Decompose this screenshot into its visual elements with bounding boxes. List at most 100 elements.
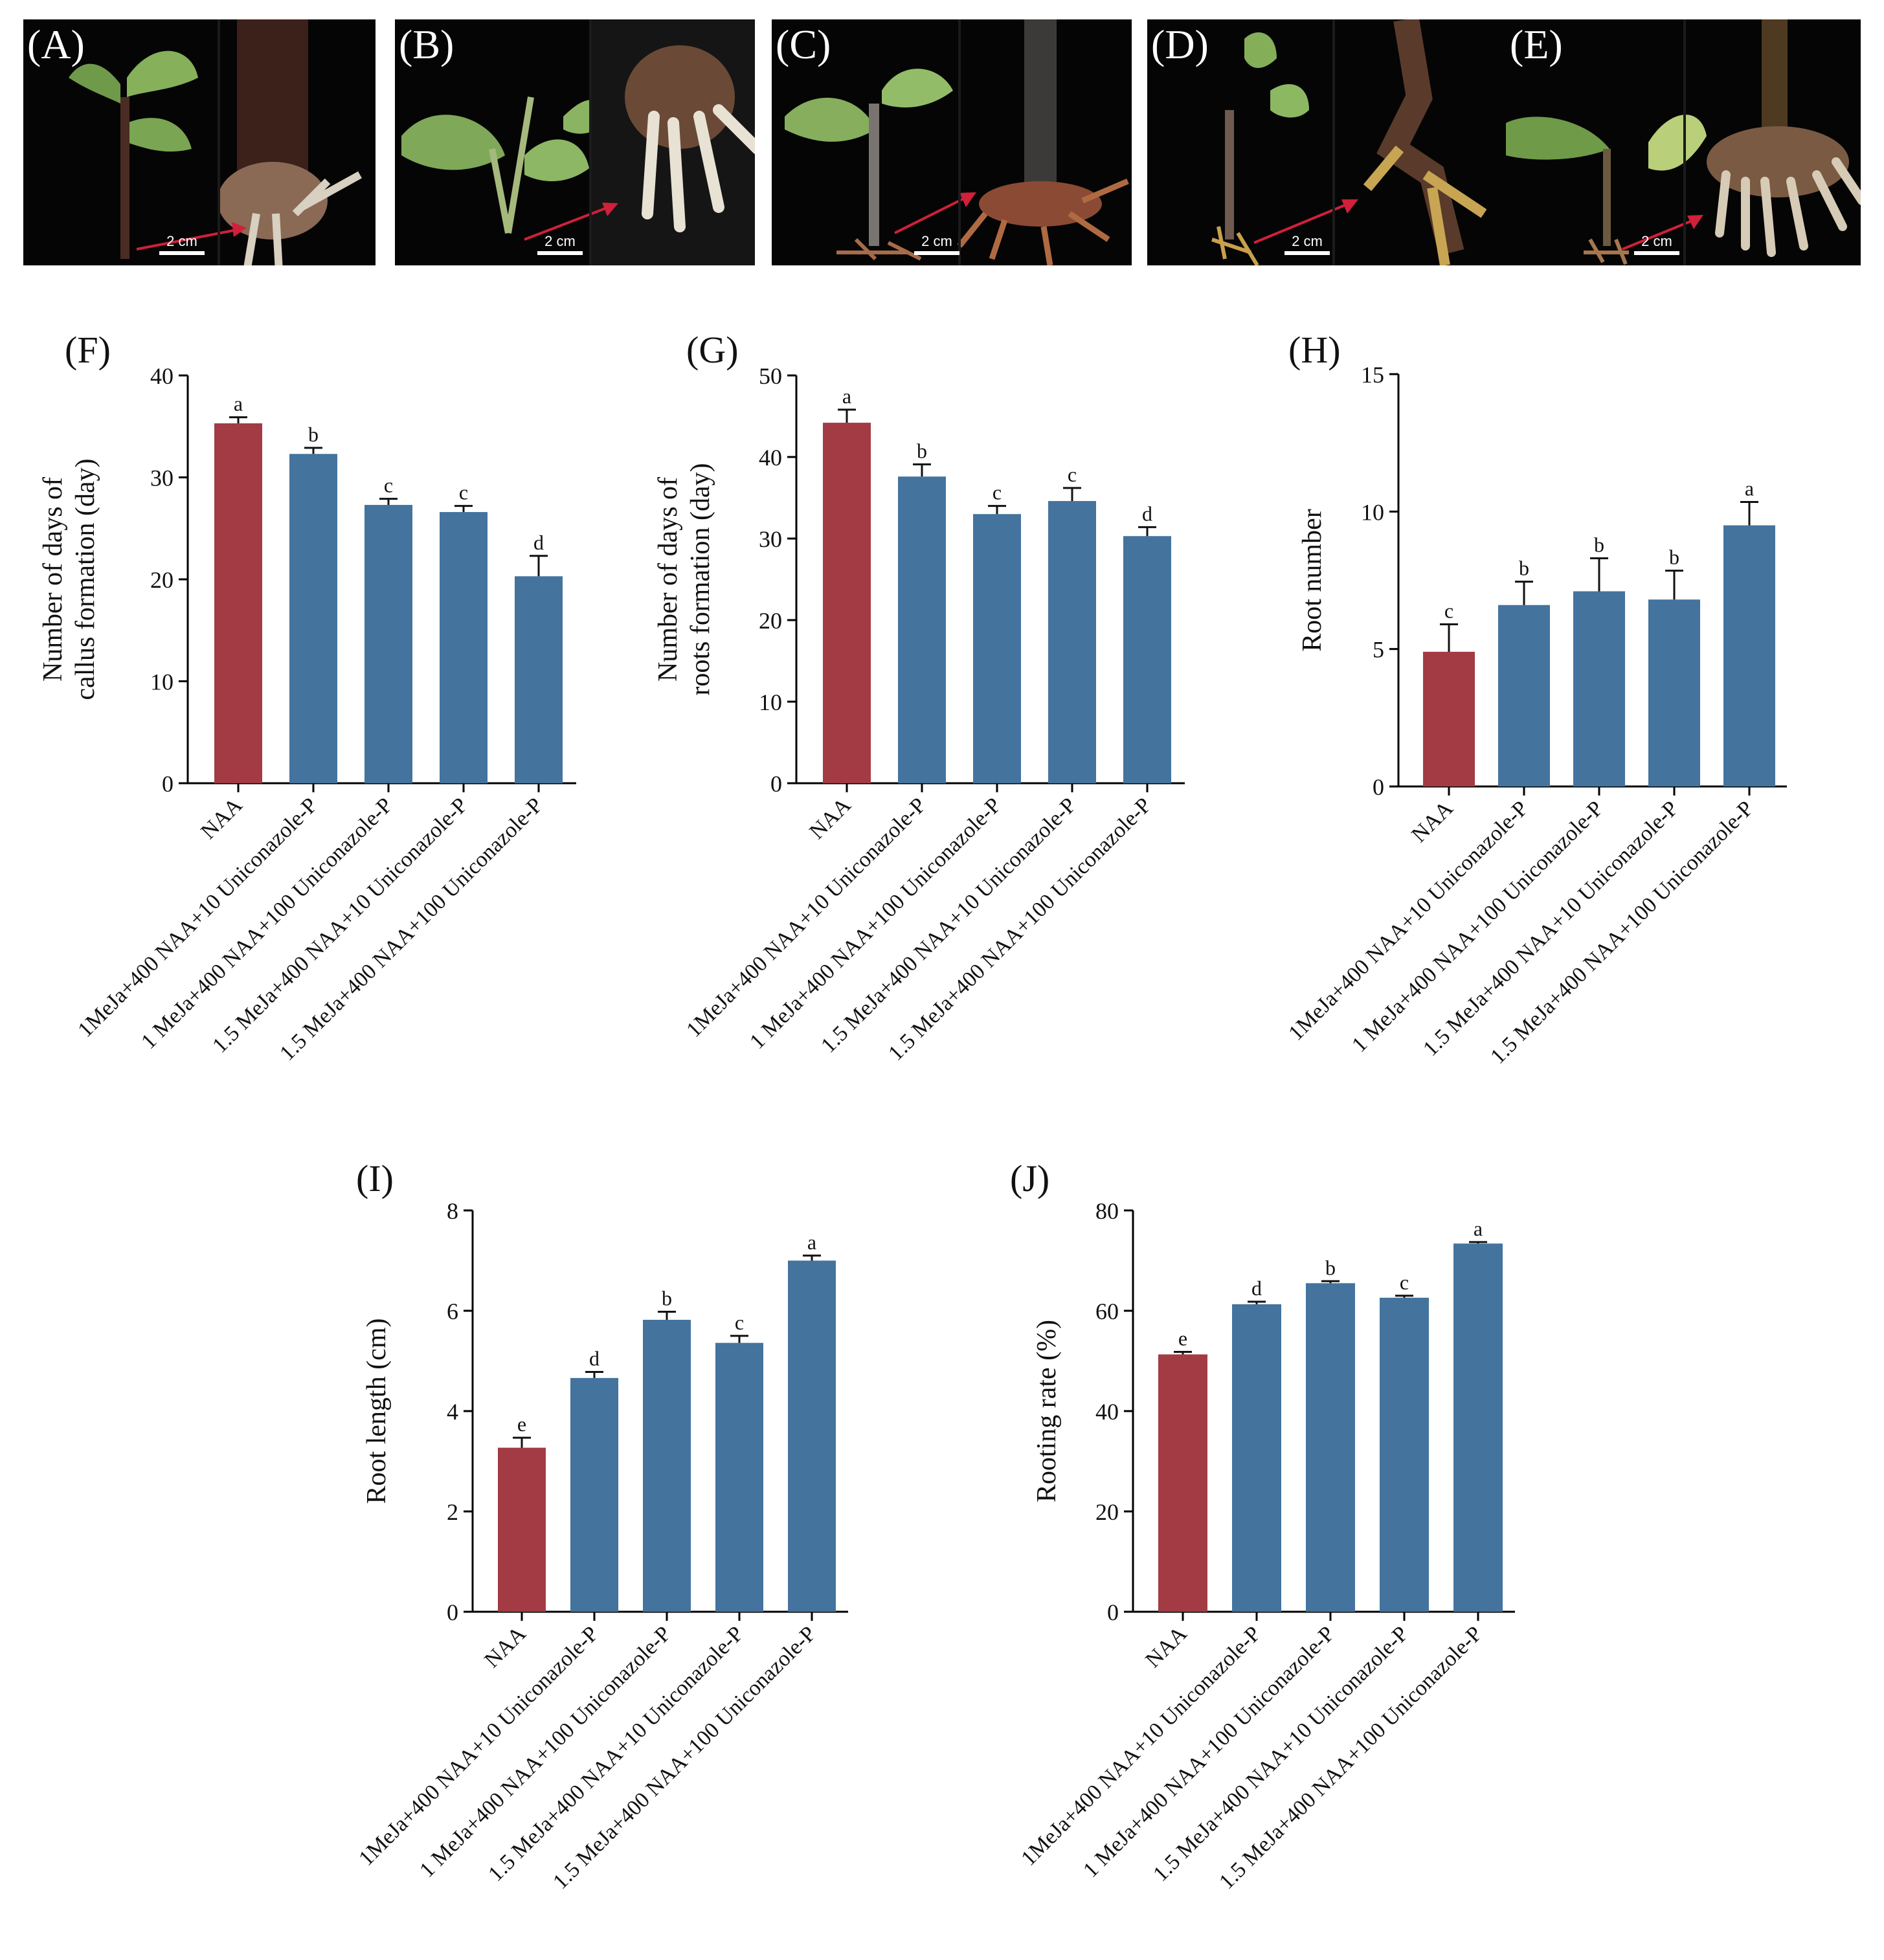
bar xyxy=(498,1447,546,1612)
y-tick-label: 5 xyxy=(1373,637,1384,663)
bar xyxy=(289,454,337,783)
significance-letter: a xyxy=(842,384,851,408)
panel-letter: (F) xyxy=(65,329,111,371)
bar xyxy=(1453,1243,1503,1612)
bar xyxy=(570,1377,618,1612)
y-tick-label: 20 xyxy=(1095,1499,1119,1525)
x-tick-label: NAA xyxy=(1141,1621,1192,1673)
y-axis-label: roots formation (day) xyxy=(686,463,715,695)
y-axis-label: Rooting rate (%) xyxy=(1032,1320,1062,1502)
y-tick-label: 4 xyxy=(447,1399,458,1425)
y-tick-label: 8 xyxy=(447,1198,458,1224)
significance-letter: b xyxy=(308,423,319,446)
bar xyxy=(1306,1283,1355,1612)
y-tick-label: 0 xyxy=(1107,1599,1119,1625)
significance-letter: b xyxy=(1519,557,1529,580)
bar xyxy=(1723,525,1775,786)
y-axis-label: callus formation (day) xyxy=(71,458,100,700)
significance-letter: c xyxy=(1444,599,1453,622)
scale-bar: 2 cm xyxy=(914,233,959,255)
bar xyxy=(1573,591,1625,786)
bar xyxy=(1380,1297,1429,1612)
y-tick-label: 10 xyxy=(1361,499,1384,525)
bar xyxy=(1423,651,1475,786)
bar xyxy=(898,476,946,783)
scale-bar: 2 cm xyxy=(1284,233,1330,255)
y-axis-label: Number of days of xyxy=(653,477,683,682)
y-tick-label: 15 xyxy=(1361,362,1384,388)
panel-letter: (B) xyxy=(399,21,454,67)
x-tick-label: 1.5 MeJa+400 NAA+100 Uniconazole-P xyxy=(1215,1621,1487,1894)
significance-letter: d xyxy=(589,1347,600,1370)
bar xyxy=(973,514,1021,783)
scale-label: 2 cm xyxy=(921,233,952,249)
photo-panel-c: (C) 2 cm xyxy=(772,19,1132,265)
scale-label: 2 cm xyxy=(166,233,197,249)
photo-panel-a: (A) 2 cm xyxy=(23,19,376,265)
x-tick-label: 1.5 MeJa+400 NAA+100 Uniconazole-P xyxy=(1486,796,1758,1069)
significance-letter: d xyxy=(1251,1276,1262,1300)
bar xyxy=(788,1260,836,1612)
y-tick-label: 20 xyxy=(150,567,174,593)
photo-panel-d: (D) 2 cm xyxy=(1147,19,1508,265)
panel-letter: (H) xyxy=(1288,329,1341,371)
scale-label: 2 cm xyxy=(1641,233,1672,249)
x-tick-label: 1.5 MeJa+400 NAA+100 Uniconazole-P xyxy=(275,793,548,1065)
significance-letter: b xyxy=(1325,1256,1336,1279)
bar xyxy=(643,1319,691,1612)
panel-letter: (E) xyxy=(1510,21,1563,67)
x-tick-label: 1.5 MeJa+400 NAA+100 Uniconazole-P xyxy=(884,793,1156,1065)
significance-letter: a xyxy=(1474,1217,1483,1240)
significance-letter: c xyxy=(1400,1271,1409,1294)
y-tick-label: 50 xyxy=(759,363,782,389)
significance-letter: e xyxy=(517,1412,526,1436)
y-tick-label: 30 xyxy=(759,526,782,552)
x-tick-label: NAA xyxy=(196,793,247,844)
y-tick-label: 20 xyxy=(759,608,782,634)
bar xyxy=(440,512,488,783)
x-tick-label: 1.5 MeJa+400 NAA+100 Uniconazole-P xyxy=(548,1621,821,1894)
bar xyxy=(364,505,412,783)
y-axis-label: Root length (cm) xyxy=(362,1319,392,1504)
x-tick-label: 1 MeJa+400 NAA+100 Uniconazole-P xyxy=(415,1621,675,1882)
bar xyxy=(515,576,563,783)
significance-letter: a xyxy=(234,392,243,416)
scale-bar: 2 cm xyxy=(1634,233,1679,255)
plant-illustration xyxy=(785,19,1129,265)
panel-letter: (I) xyxy=(356,1157,394,1199)
significance-letter: e xyxy=(1178,1327,1187,1350)
panel-letter: (J) xyxy=(1010,1157,1049,1199)
y-tick-label: 0 xyxy=(447,1599,458,1625)
y-axis-label: Number of days of xyxy=(38,477,68,682)
bar-chart-g: (G) 0 10 20 30 40 50 Number of days of roots for… xyxy=(653,329,1185,1065)
y-tick-label: 10 xyxy=(759,689,782,715)
significance-letter: c xyxy=(459,481,468,504)
bar xyxy=(1158,1354,1207,1612)
significance-letter: c xyxy=(992,481,1002,504)
panel-letter: (C) xyxy=(776,21,831,67)
panel-letter: (A) xyxy=(27,21,85,67)
photo-panel-b: (B) 2 cm xyxy=(395,19,755,265)
panel-letter: (G) xyxy=(686,329,739,371)
bar xyxy=(1648,599,1700,786)
plant-illustration xyxy=(401,19,755,265)
bar-chart-f: (F) 0 10 20 30 40 Number of days of callus form… xyxy=(38,329,576,1065)
y-tick-label: 10 xyxy=(150,669,174,695)
plant-illustration xyxy=(1211,19,1487,265)
y-axis-label: Root number xyxy=(1297,509,1327,651)
y-tick-label: 2 xyxy=(447,1499,458,1525)
significance-letter: c xyxy=(384,474,393,497)
significance-letter: d xyxy=(1142,502,1152,525)
significance-letter: b xyxy=(1669,546,1679,569)
y-tick-label: 6 xyxy=(447,1298,458,1324)
bar xyxy=(715,1342,763,1612)
bar xyxy=(1498,605,1550,786)
significance-letter: c xyxy=(1068,463,1077,486)
scale-label: 2 cm xyxy=(1292,233,1323,249)
significance-letter: d xyxy=(533,531,544,554)
bar xyxy=(1048,501,1096,783)
bar xyxy=(214,423,262,783)
y-tick-label: 80 xyxy=(1095,1198,1119,1224)
